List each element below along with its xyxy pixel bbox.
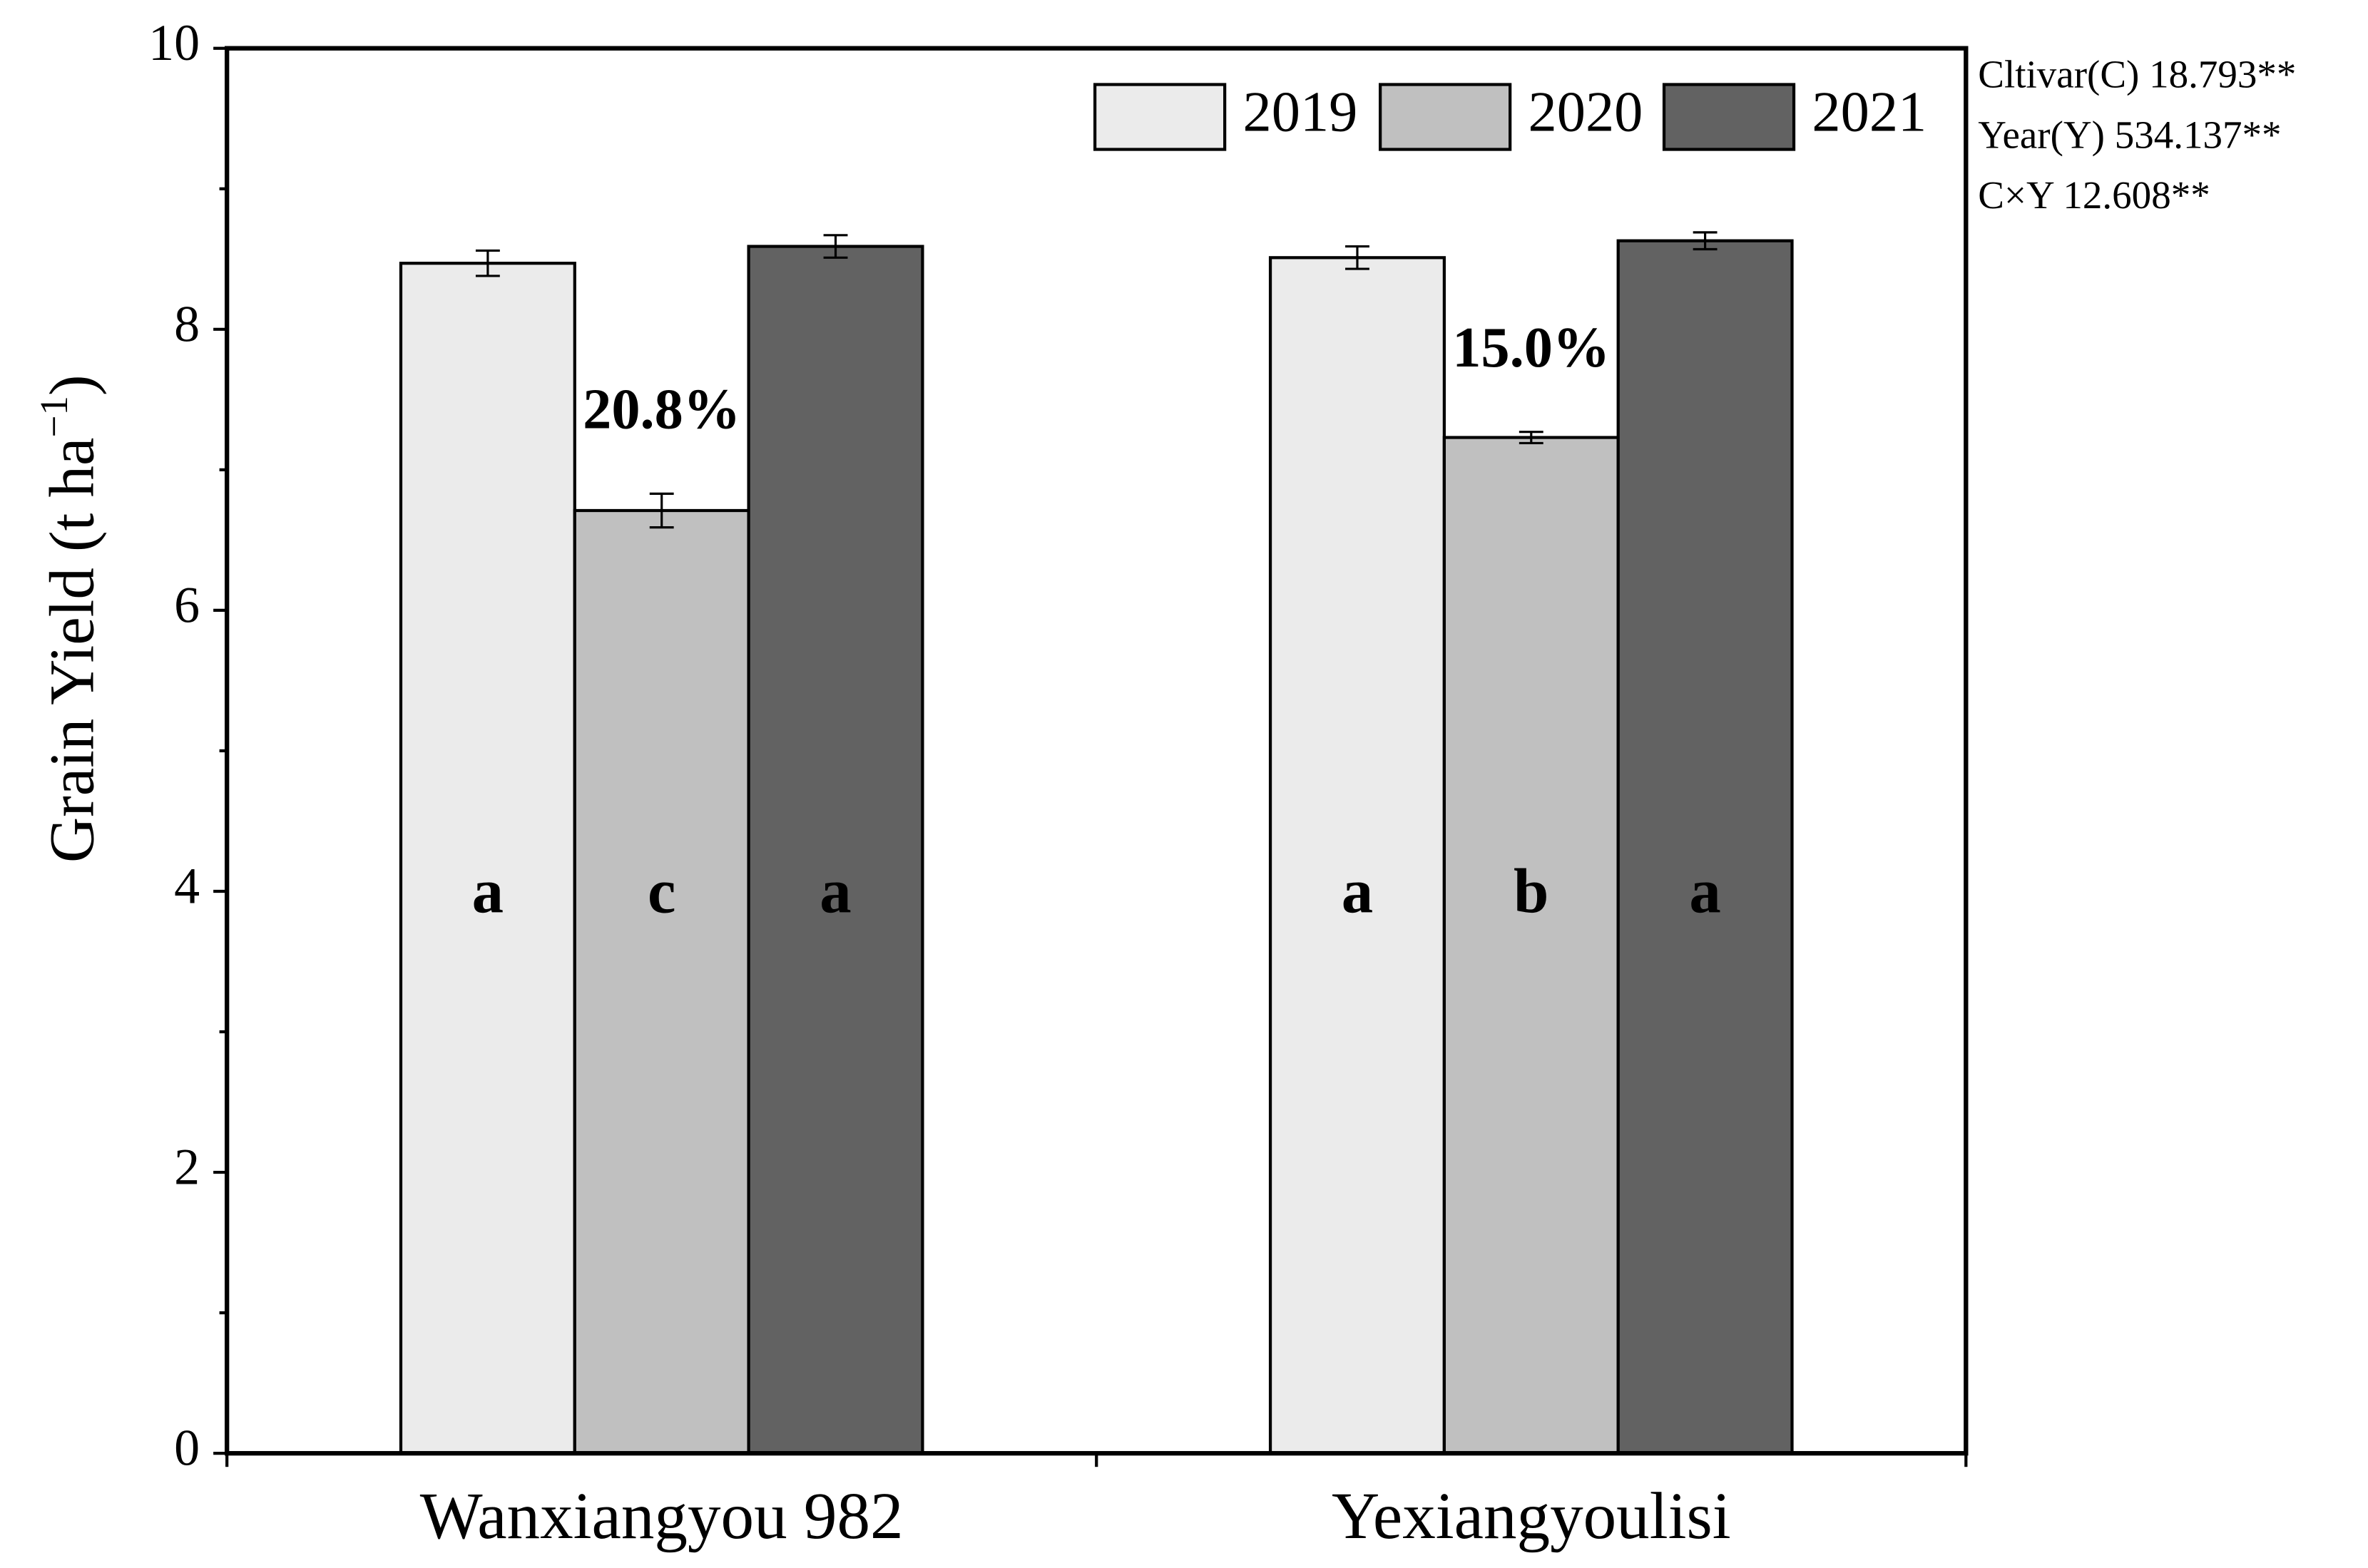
legend-swatch: [1093, 83, 1227, 151]
y-tick-label: 0: [174, 1420, 200, 1477]
legend-label: 2020: [1529, 81, 1643, 144]
bar: [1616, 239, 1794, 1455]
legend-swatch: [1379, 83, 1512, 151]
error-bar: [649, 492, 674, 529]
bar: [747, 245, 924, 1455]
y-tick-label: 2: [174, 1139, 200, 1196]
plot-frame: [224, 46, 1969, 1456]
stats-text: Cltivar(C) 18.793**: [1978, 53, 2296, 96]
error-bar: [823, 234, 848, 259]
y-axis-label-end: ): [38, 374, 108, 396]
error-bar: [1693, 231, 1718, 251]
error-bar: [475, 249, 500, 277]
y-axis-label: Grain Yield (t ha−1): [32, 374, 108, 863]
error-bar: [1345, 245, 1369, 270]
legend-label: 2019: [1243, 81, 1358, 144]
stats-text: C×Y 12.608**: [1978, 173, 2210, 217]
legend-swatch: [1662, 83, 1796, 151]
y-tick-label: 10: [148, 14, 200, 71]
error-bar: [1519, 431, 1543, 445]
y-tick-label: 4: [174, 857, 200, 914]
significance-letter: c: [648, 857, 675, 927]
bar: [1442, 436, 1620, 1455]
bar: [1268, 256, 1446, 1455]
y-tick-label: 6: [174, 576, 200, 633]
significance-letter: b: [1514, 857, 1548, 927]
significance-letter: a: [1342, 857, 1373, 927]
y-tick-label: 8: [174, 295, 200, 352]
x-tick-label: Wanxiangyou 982: [420, 1480, 904, 1553]
reduction-label: 20.8%: [583, 378, 740, 441]
y-axis-label-text: Grain Yield (t ha: [38, 438, 108, 863]
significance-letter: a: [472, 857, 504, 927]
stats-text: Year(Y) 534.137**: [1978, 113, 2281, 156]
y-axis-label-sup: −1: [32, 396, 76, 438]
legend-label: 2021: [1812, 81, 1926, 144]
x-tick-label: Yexiangyoulisi: [1332, 1480, 1731, 1553]
reduction-label: 15.0%: [1452, 316, 1610, 379]
significance-letter: a: [1689, 857, 1720, 927]
bar: [573, 508, 750, 1455]
significance-letter: a: [820, 857, 851, 927]
